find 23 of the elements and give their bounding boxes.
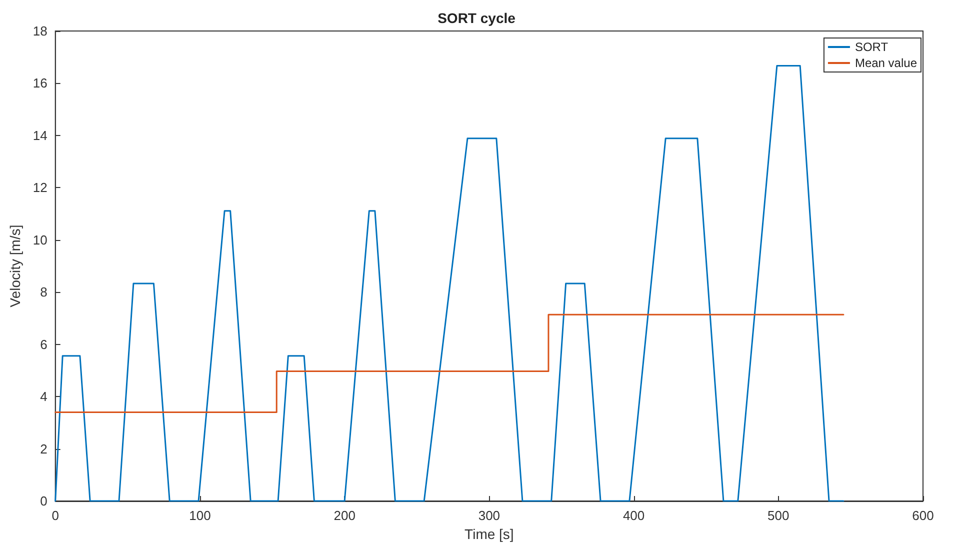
x-axis-title: Time [s] [464,526,514,542]
legend-label: Mean value [854,56,918,70]
y-tick-label: 12 [32,180,48,196]
y-tick-label: 2 [40,441,48,456]
y-tick-label: 16 [32,76,48,91]
x-tick-label: 200 [334,508,356,523]
y-tick-label: 0 [40,494,48,508]
line-series [54,64,844,502]
x-tick-label: 400 [622,508,645,523]
y-tick-label: 14 [32,128,48,143]
y-tick-label: 8 [40,284,48,300]
y-tick-label: 6 [40,336,48,352]
x-tick-label: 500 [768,508,790,523]
x-tick-label: 100 [189,508,211,523]
x-tick-label: 600 [912,508,934,523]
y-tick-label: 10 [32,232,48,248]
chart-title: SORT cycle [438,10,516,26]
y-tick-label: 18 [32,24,48,38]
x-tick-label: 0 [52,508,59,523]
legend-label: SORT [854,40,889,54]
x-tick-label: 300 [478,508,500,523]
y-axis-title: Velocity [m/s] [7,224,23,308]
y-tick-label: 4 [40,389,48,404]
